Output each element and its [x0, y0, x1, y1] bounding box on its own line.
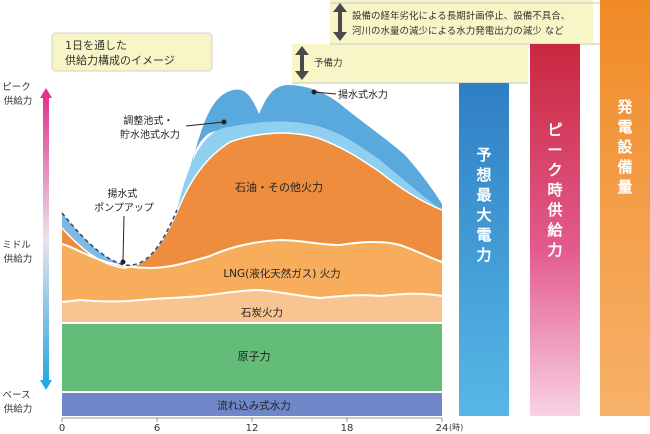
bar-labels: 予想最大電力 ピーク時供給力 発電設備量	[475, 98, 633, 264]
reserve-label: 予備力	[314, 57, 343, 69]
supply-level-axis	[40, 88, 52, 390]
callout-reservoir-hydro	[185, 121, 225, 127]
x-tick-label: 0	[59, 423, 65, 434]
label-reservoir-hydro-line-2: 貯水池式水力	[120, 128, 180, 141]
label-pumped-storage: 揚水式水力	[338, 88, 388, 101]
area-oil-thermal	[62, 133, 442, 268]
bar-label-peak-supply: ピーク時供給力	[546, 121, 563, 259]
x-ticks: 0 6 12 18 24	[59, 418, 449, 434]
outage-box	[330, 0, 593, 43]
area-lng-thermal	[62, 240, 442, 302]
area-layers	[61, 85, 443, 416]
separator-oil-top	[61, 132, 443, 269]
chart-title-line-1: 1日を通した	[65, 39, 127, 52]
outage-arrow-icon	[333, 3, 347, 41]
label-reservoir-hydro: 調整池式・ 貯水池式水力	[120, 114, 180, 141]
y-level-base-line-2: 供給力	[4, 403, 33, 415]
label-reservoir-hydro-line-1: 調整池式・	[123, 114, 173, 127]
reserve-box	[292, 44, 528, 83]
label-lng-thermal: LNG(液化天然ガス) 火力	[223, 267, 340, 280]
label-pump-up-line-1: 揚水式	[107, 187, 137, 200]
chart-title-line-2: 供給力構成のイメージ	[65, 53, 175, 67]
reserve-arrow-icon	[295, 46, 309, 80]
area-run-of-river	[62, 393, 442, 416]
label-pump-up: 揚水式 ポンプアップ	[94, 187, 154, 214]
area-pumped-storage	[190, 85, 442, 215]
callout-pumped-storage	[313, 91, 337, 95]
y-level-peak: ピーク 供給力	[2, 82, 34, 107]
area-coal-thermal	[62, 290, 442, 322]
area-nuclear	[62, 324, 442, 391]
y-level-peak-line-2: 供給力	[4, 95, 33, 107]
bar-forecast-max-demand	[459, 83, 509, 416]
chart-title: 1日を通した 供給力構成のイメージ	[65, 39, 175, 67]
x-unit-label: (時)	[449, 423, 463, 432]
y-level-middle-line-2: 供給力	[4, 253, 33, 265]
bar-peak-supply	[530, 44, 580, 416]
callout-dot-reservoir-hydro	[221, 119, 227, 125]
x-tick-label: 24	[436, 423, 449, 434]
label-run-of-river: 流れ込み式水力	[217, 399, 291, 412]
label-pump-up-line-2: ポンプアップ	[94, 202, 154, 214]
outage-line-2: 河川の水量の減少による水力発電出力の減少 など	[352, 25, 564, 37]
y-level-base: ベース 供給力	[2, 390, 33, 415]
bar-label-installed-capacity: 発電設備量	[616, 98, 633, 196]
y-level-middle-line-1: ミドル	[2, 240, 31, 251]
bar-installed-capacity	[600, 0, 650, 416]
callout-pump-up	[122, 215, 125, 261]
y-level-middle: ミドル 供給力	[2, 240, 34, 265]
label-coal-thermal: 石炭火力	[241, 306, 283, 319]
label-oil-thermal: 石油・その他火力	[235, 180, 323, 194]
outage-annotation: 設備の経年劣化による長期計画停止、設備不具合、 河川の水量の減少による水力発電出…	[352, 10, 573, 37]
callout-dot-pumped-storage	[311, 89, 317, 95]
y-level-peak-line-1: ピーク	[2, 82, 31, 93]
separator-coal-top	[61, 288, 443, 303]
bar-label-forecast-max-demand: 予想最大電力	[475, 146, 492, 264]
outage-line-1: 設備の経年劣化による長期計画停止、設備不具合、	[352, 10, 570, 22]
label-nuclear: 原子力	[238, 350, 271, 363]
callout-dot-pump-up	[120, 259, 126, 265]
x-tick-label: 12	[246, 423, 259, 434]
y-level-base-line-1: ベース	[2, 390, 30, 401]
title-box	[51, 32, 213, 72]
x-tick-label: 6	[154, 423, 160, 434]
x-tick-label: 18	[341, 423, 354, 434]
